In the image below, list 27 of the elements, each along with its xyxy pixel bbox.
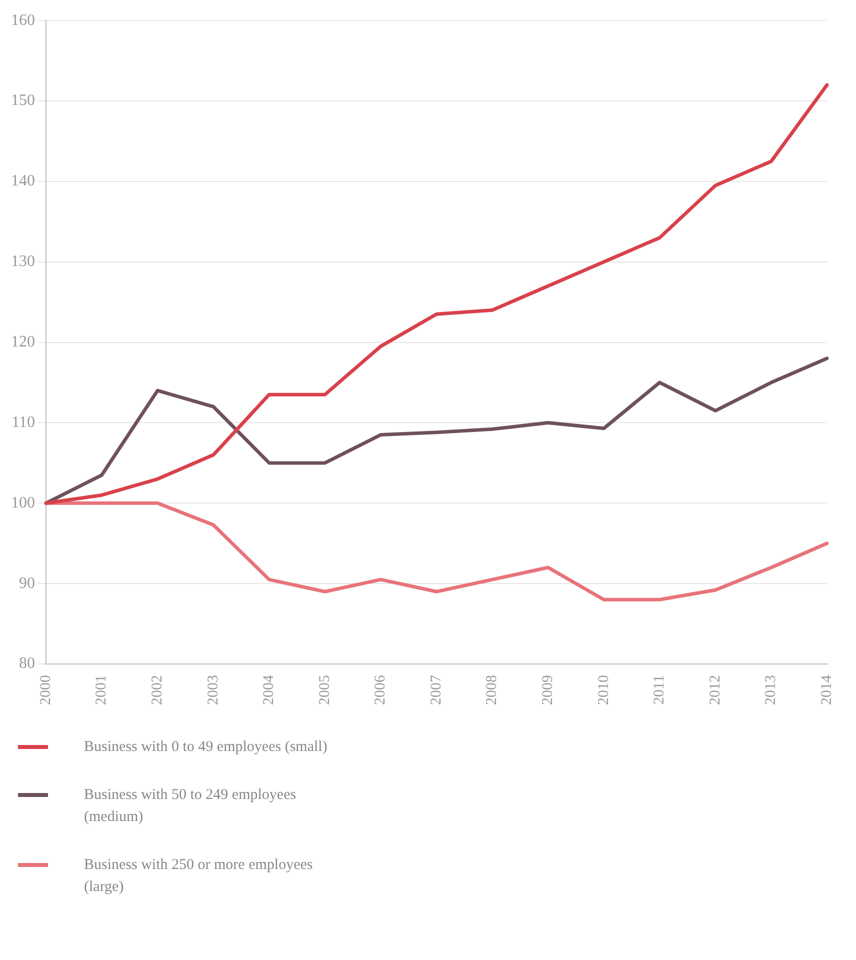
y-tick-label: 100	[11, 494, 35, 512]
x-tick-label: 2013	[763, 675, 780, 705]
x-tick-label: 2014	[818, 674, 835, 705]
x-tick-label: 2005	[316, 675, 333, 705]
x-tick-label: 2008	[484, 675, 500, 705]
x-tick-label: 2001	[94, 675, 110, 705]
y-tick-label: 130	[11, 253, 35, 270]
y-tick-label: 90	[19, 574, 35, 592]
x-tick-label: 2007	[428, 674, 444, 705]
x-tick-label: 2010	[596, 675, 612, 705]
y-tick-label: 150	[11, 92, 35, 110]
y-tick-label: 120	[11, 334, 35, 351]
x-tick-label: 2011	[652, 675, 668, 704]
x-tick-label: 2000	[38, 675, 54, 705]
x-tick-label: 2002	[150, 675, 166, 705]
y-tick-label: 80	[19, 655, 35, 672]
x-tick-label: 2006	[372, 674, 389, 705]
y-tick-label: 110	[12, 414, 35, 431]
x-tick-label: 2009	[540, 675, 556, 705]
x-tick-label: 2012	[707, 675, 724, 705]
legend-label: Business with 250 or more employees (large)	[84, 856, 314, 897]
legend-label: Business with 50 to 249 employees (medium)	[84, 786, 298, 827]
y-tick-label: 140	[11, 172, 35, 190]
legend-label: Business with 0 to 49 employees (small)	[84, 738, 328, 757]
y-tick-label: 160	[11, 12, 35, 29]
x-tick-label: 2003	[205, 675, 222, 705]
x-tick-label: 2004	[261, 674, 278, 705]
